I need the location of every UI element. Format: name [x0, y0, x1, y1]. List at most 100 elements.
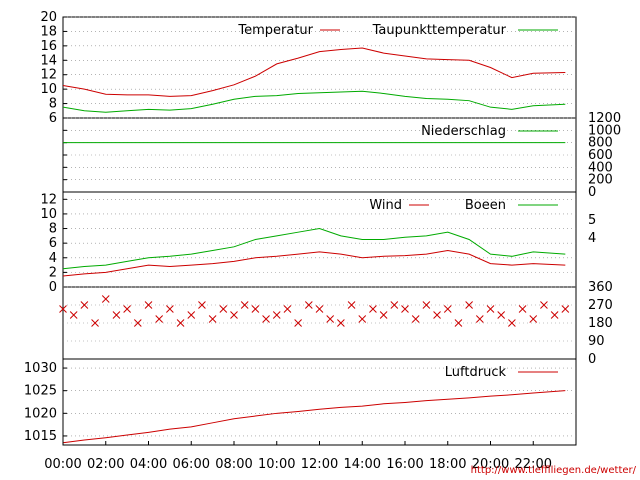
- x-tick-label: 02:00: [87, 457, 124, 472]
- direction-marker: [454, 319, 463, 327]
- series-line-luftdruck: [62, 390, 566, 444]
- direction-marker: [155, 315, 164, 323]
- direction-marker: [187, 311, 196, 319]
- direction-marker: [315, 305, 324, 313]
- y-tick-label: 12: [40, 192, 57, 207]
- y-tick-label: 400: [588, 160, 613, 175]
- x-tick-label: 16:00: [386, 457, 423, 472]
- direction-marker: [80, 301, 89, 309]
- direction-marker: [176, 319, 185, 327]
- legend-label: Boeen: [465, 198, 506, 213]
- direction-marker: [550, 311, 559, 319]
- y-tick-label: 12: [40, 68, 57, 83]
- y-tick-label: 200: [588, 173, 613, 188]
- y-tick-label: 600: [588, 148, 613, 163]
- direction-marker: [422, 301, 431, 309]
- direction-marker: [518, 305, 527, 313]
- y-tick-label: 10: [40, 207, 57, 222]
- y-tick-label: 16: [40, 39, 57, 54]
- direction-marker: [112, 311, 121, 319]
- y-tick-label-right: 360: [588, 280, 613, 295]
- direction-marker: [294, 319, 302, 327]
- y-tick-label-right: 4: [588, 231, 596, 246]
- y-tick-label: 8: [49, 222, 57, 237]
- direction-marker: [91, 319, 99, 327]
- direction-marker: [358, 315, 367, 323]
- x-tick-label: 14:00: [344, 457, 381, 472]
- y-tick-label: 8: [49, 97, 57, 112]
- series-line-boeen: [62, 228, 566, 270]
- y-tick-label: 1030: [24, 361, 57, 376]
- y-tick-label: 14: [40, 53, 57, 68]
- direction-marker: [251, 305, 260, 313]
- y-tick-label: 1200: [588, 111, 621, 126]
- x-tick-label: 06:00: [173, 457, 210, 472]
- direction-marker: [401, 305, 409, 313]
- direction-marker: [219, 305, 228, 313]
- x-tick-label: 08:00: [215, 457, 252, 472]
- y-tick-label: 2: [49, 265, 57, 280]
- legend-label: Temperatur: [237, 23, 313, 38]
- direction-marker: [465, 301, 473, 309]
- direction-marker: [272, 311, 281, 319]
- y-tick-label-right: 270: [588, 298, 613, 313]
- series-line-wind: [62, 249, 566, 277]
- direction-marker: [561, 305, 570, 313]
- y-tick-label: 20: [40, 10, 57, 25]
- y-tick-label: 0: [49, 280, 57, 295]
- y-tick-label-right: 180: [588, 316, 613, 331]
- direction-marker: [390, 301, 399, 309]
- panel-4: [62, 358, 577, 446]
- direction-marker: [208, 315, 217, 323]
- y-tick-label: 800: [588, 136, 613, 151]
- direction-marker: [411, 315, 420, 323]
- x-tick-label: 22:00: [515, 457, 552, 472]
- panel-3: [59, 286, 577, 360]
- y-tick-label-right: 0: [588, 352, 596, 367]
- y-tick-label: 1000: [588, 123, 621, 138]
- direction-marker: [240, 301, 249, 309]
- legend-label: Wind: [369, 198, 402, 213]
- x-tick-label: 10:00: [258, 457, 295, 472]
- direction-marker: [529, 315, 538, 323]
- y-tick-label: 18: [40, 24, 57, 39]
- legend-label: Luftdruck: [445, 365, 507, 380]
- direction-marker: [443, 305, 452, 313]
- direction-marker: [198, 301, 206, 309]
- direction-marker: [379, 311, 388, 319]
- direction-marker: [433, 311, 441, 319]
- y-tick-label: 10: [40, 82, 57, 97]
- direction-marker: [59, 305, 67, 313]
- direction-marker: [283, 305, 292, 313]
- direction-marker: [133, 319, 142, 327]
- y-tick-label: 1025: [24, 384, 57, 399]
- y-tick-label: 4: [49, 251, 57, 266]
- direction-marker: [508, 319, 516, 327]
- y-tick-label-right: 90: [588, 334, 605, 349]
- x-tick-label: 00:00: [44, 457, 81, 472]
- direction-marker: [347, 301, 356, 309]
- y-tick-label: 1020: [24, 406, 57, 421]
- x-tick-label: 18:00: [429, 457, 466, 472]
- x-tick-label: 12:00: [301, 457, 338, 472]
- y-tick-label: 6: [49, 236, 57, 251]
- direction-marker: [101, 295, 110, 303]
- direction-marker: [262, 315, 270, 323]
- direction-marker: [497, 311, 506, 319]
- x-tick-label: 04:00: [130, 457, 167, 472]
- y-tick-label: 1015: [24, 429, 57, 444]
- x-tick-label: 20:00: [472, 457, 509, 472]
- series-line-temperatur: [62, 47, 566, 97]
- y-tick-label-right: 5: [588, 213, 596, 228]
- direction-marker: [475, 315, 484, 323]
- y-tick-label: 0: [588, 185, 596, 200]
- direction-marker: [304, 301, 313, 309]
- direction-marker: [123, 305, 131, 313]
- footer-link[interactable]: http://www.tiefflliegen.de/wetter/: [470, 465, 636, 476]
- legend-label: Niederschlag: [421, 124, 506, 139]
- direction-marker: [540, 301, 548, 309]
- direction-marker: [326, 315, 335, 323]
- direction-marker: [369, 305, 377, 313]
